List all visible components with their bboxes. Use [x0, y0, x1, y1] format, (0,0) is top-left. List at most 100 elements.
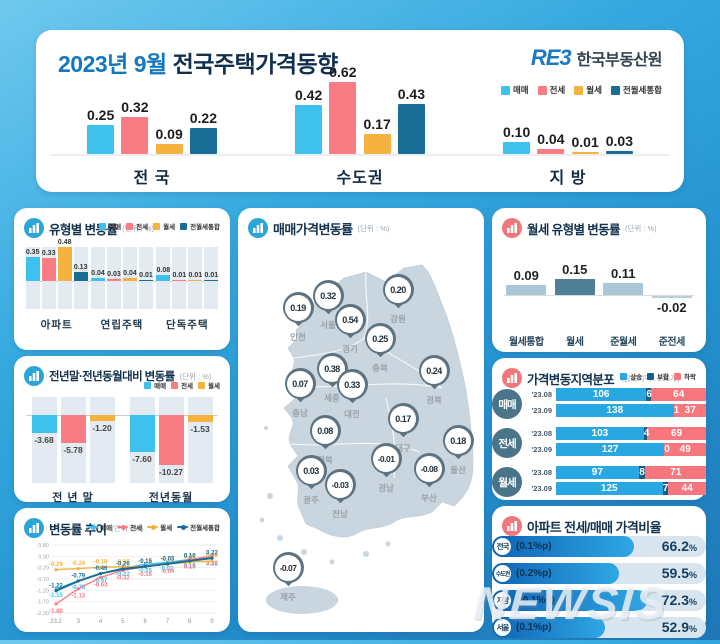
pin-ring: 0.17	[387, 403, 419, 434]
stacked-bar: 97 8 71	[556, 466, 706, 479]
x-tick-label: 7	[166, 619, 170, 625]
trend-point-label: -0.24	[71, 561, 85, 567]
legend-swatch	[674, 372, 682, 380]
panel-title: 가격변동지역분포	[527, 372, 615, 387]
legend-label: 월세	[586, 85, 602, 95]
reb-logo-text: 한국부동산원	[576, 52, 663, 69]
legend-item: 월세	[153, 221, 175, 231]
legend-label: 하락	[684, 374, 696, 381]
panel-header: 아파트 전세/매매 가격비율	[502, 515, 696, 537]
pin-head: 0.07	[284, 368, 316, 399]
y-tick-label: -0.20	[36, 566, 49, 572]
page-title: 2023년 9월 전국주택가격동향	[58, 45, 338, 79]
pin-ring: 0.08	[309, 415, 341, 446]
legend-line-swatch	[117, 524, 129, 530]
bar-value: 0.11	[610, 265, 636, 281]
segment-상승: 125	[556, 482, 663, 495]
korea-map: 0.19 인천 0.32 서울 0.54 경기 0.20 강원 0.25 충북 0.38 세종 0.33…	[246, 238, 476, 624]
axis-baseline	[50, 154, 670, 156]
bar-value: -1.20	[92, 422, 112, 433]
row-badge: 수도권	[494, 565, 511, 582]
segment-value: 69	[671, 428, 683, 439]
bar-전세	[106, 278, 121, 281]
trend-point-label: -0.16	[138, 572, 152, 578]
segment-보합: 8	[638, 466, 646, 479]
map-pin-울산: 0.18 울산	[442, 425, 474, 476]
trend-point-label: 0.25	[206, 561, 218, 567]
legend-swatch	[500, 85, 510, 95]
overview-group-label: 수도권	[336, 170, 384, 187]
segment-하락: 71	[645, 466, 706, 479]
segment-상승: 103	[556, 427, 644, 440]
bar-전월세통합	[605, 150, 633, 154]
trend-line-전월세통합	[55, 557, 213, 592]
row-badge: 매매	[492, 389, 522, 419]
trend-point-label: -1.13	[71, 594, 85, 600]
map-pin-부산: -0.08 부산	[413, 453, 445, 504]
category-label: 월세통합	[508, 337, 544, 348]
pin-ring: -0.08	[413, 453, 445, 484]
legend-swatch	[153, 222, 161, 230]
pin-head: 0.24	[418, 355, 450, 386]
wolse-slot: -0.02 준전세	[648, 239, 696, 353]
bar-track: 0.48	[57, 239, 72, 309]
ratio-row-전국: 전국 (0.1%p) 66.2%	[492, 536, 706, 557]
yoy-groups: -3.68 -5.78 -1.20 전 년 말 -7.60 -10.27 -1.53 전년동월	[24, 397, 220, 505]
segment-value: 138	[606, 405, 624, 416]
pin-head: 0.19	[282, 292, 314, 323]
bar-월세	[187, 415, 213, 423]
x-tick-label: 9	[210, 619, 214, 625]
bar-chart-icon	[248, 218, 268, 238]
legend-item: 매매	[500, 84, 529, 96]
legend-line-swatch	[147, 524, 159, 530]
legend-label: 전세	[181, 383, 194, 390]
distribution-rows: 매매 '23.08 106 6 64 '23.09 138137 전세 '23.08 103 4 69…	[492, 388, 706, 505]
header-card: 2023년 9월 전국주택가격동향 RE3 한국부동산원 매매 전세 월세 전월세통합…	[36, 30, 684, 192]
trend-point-label: -0.46	[94, 566, 108, 572]
bar-매매	[503, 142, 531, 154]
row-badge: 전국	[494, 538, 511, 555]
wolse-slot: 0.15 월세	[551, 239, 599, 353]
segment-value: 4	[643, 428, 650, 439]
bar-매매	[129, 415, 155, 452]
bar-chart-icon	[24, 366, 44, 386]
trend-point-label: -1.22	[49, 583, 63, 589]
trend-line-chart: 0.80 0.30 -0.20 -0.70 -1.20 -1.70 -2.20 23.2 3 4 5…	[24, 539, 220, 631]
panel-change-trend: 변동률 추이 (단위 : %) 매매 전세 월세 전월세통합 0.80 0.30 -0.2…	[14, 508, 230, 632]
legend-item: 하락	[674, 371, 696, 381]
ratio-value: 52.9%	[661, 619, 697, 635]
stacked-bar: 103 4 69	[556, 427, 706, 440]
legend-label: 매매	[512, 85, 529, 95]
overview-bar-chart: 0.25 0.32 0.09 0.22 0.42 0.62 0.17 0.43 0.10 0.04…	[62, 64, 658, 154]
row-bars: '23.08 97 8 71 '23.09 125 7 44	[527, 466, 706, 498]
legend-trend: 매매 전세 월세 전월세통합	[87, 522, 220, 532]
pin-value: 0.17	[390, 405, 416, 432]
segment-상승: 106	[556, 388, 647, 401]
bar-value: 0.04	[537, 131, 565, 148]
change-label: (0.2%p)	[516, 568, 552, 579]
legend-item: 전세	[126, 221, 148, 231]
by-type-chart: 0.35 0.33 0.48 0.13 아파트 0.04 0.03 0.04 0.01 연립주택 0…	[24, 239, 220, 349]
bar-value: 0.43	[397, 86, 425, 103]
bar-value: 0.13	[73, 263, 88, 271]
panel-region-distribution: 가격변동지역분포 (공표지역 : 176개) 상승 보합 하락 매매 '23.08 10…	[492, 358, 706, 500]
ratio-value: 66.2%	[661, 538, 697, 554]
panel-title: 매매가격변동률	[273, 221, 353, 237]
bar-value: 0.35	[25, 248, 40, 256]
overview-group-label: 전 국	[133, 170, 171, 187]
legend-label: 매매	[100, 525, 113, 532]
map-pin-전남: -0.03 전남	[324, 469, 356, 520]
legend-line-swatch	[87, 524, 99, 530]
bar-track: 0.01	[138, 247, 153, 309]
panel-unit: (단위 : %)	[122, 223, 154, 233]
bar-track: -5.78	[60, 397, 86, 483]
legend-swatch	[180, 222, 188, 230]
ratio-fill: 서울 (0.1%p)	[492, 617, 606, 638]
panel-header: 유형별 변동률 (단위 : %) 매매 전세 월세 전월세통합	[24, 217, 220, 239]
segment-보합: 6	[646, 388, 652, 401]
bar-전세	[60, 415, 86, 444]
ratio-fill: 수도권 (0.2%p)	[492, 563, 620, 584]
segment-value: 7	[662, 483, 669, 494]
trend-point	[121, 567, 125, 571]
pin-value: 0.18	[445, 427, 471, 454]
